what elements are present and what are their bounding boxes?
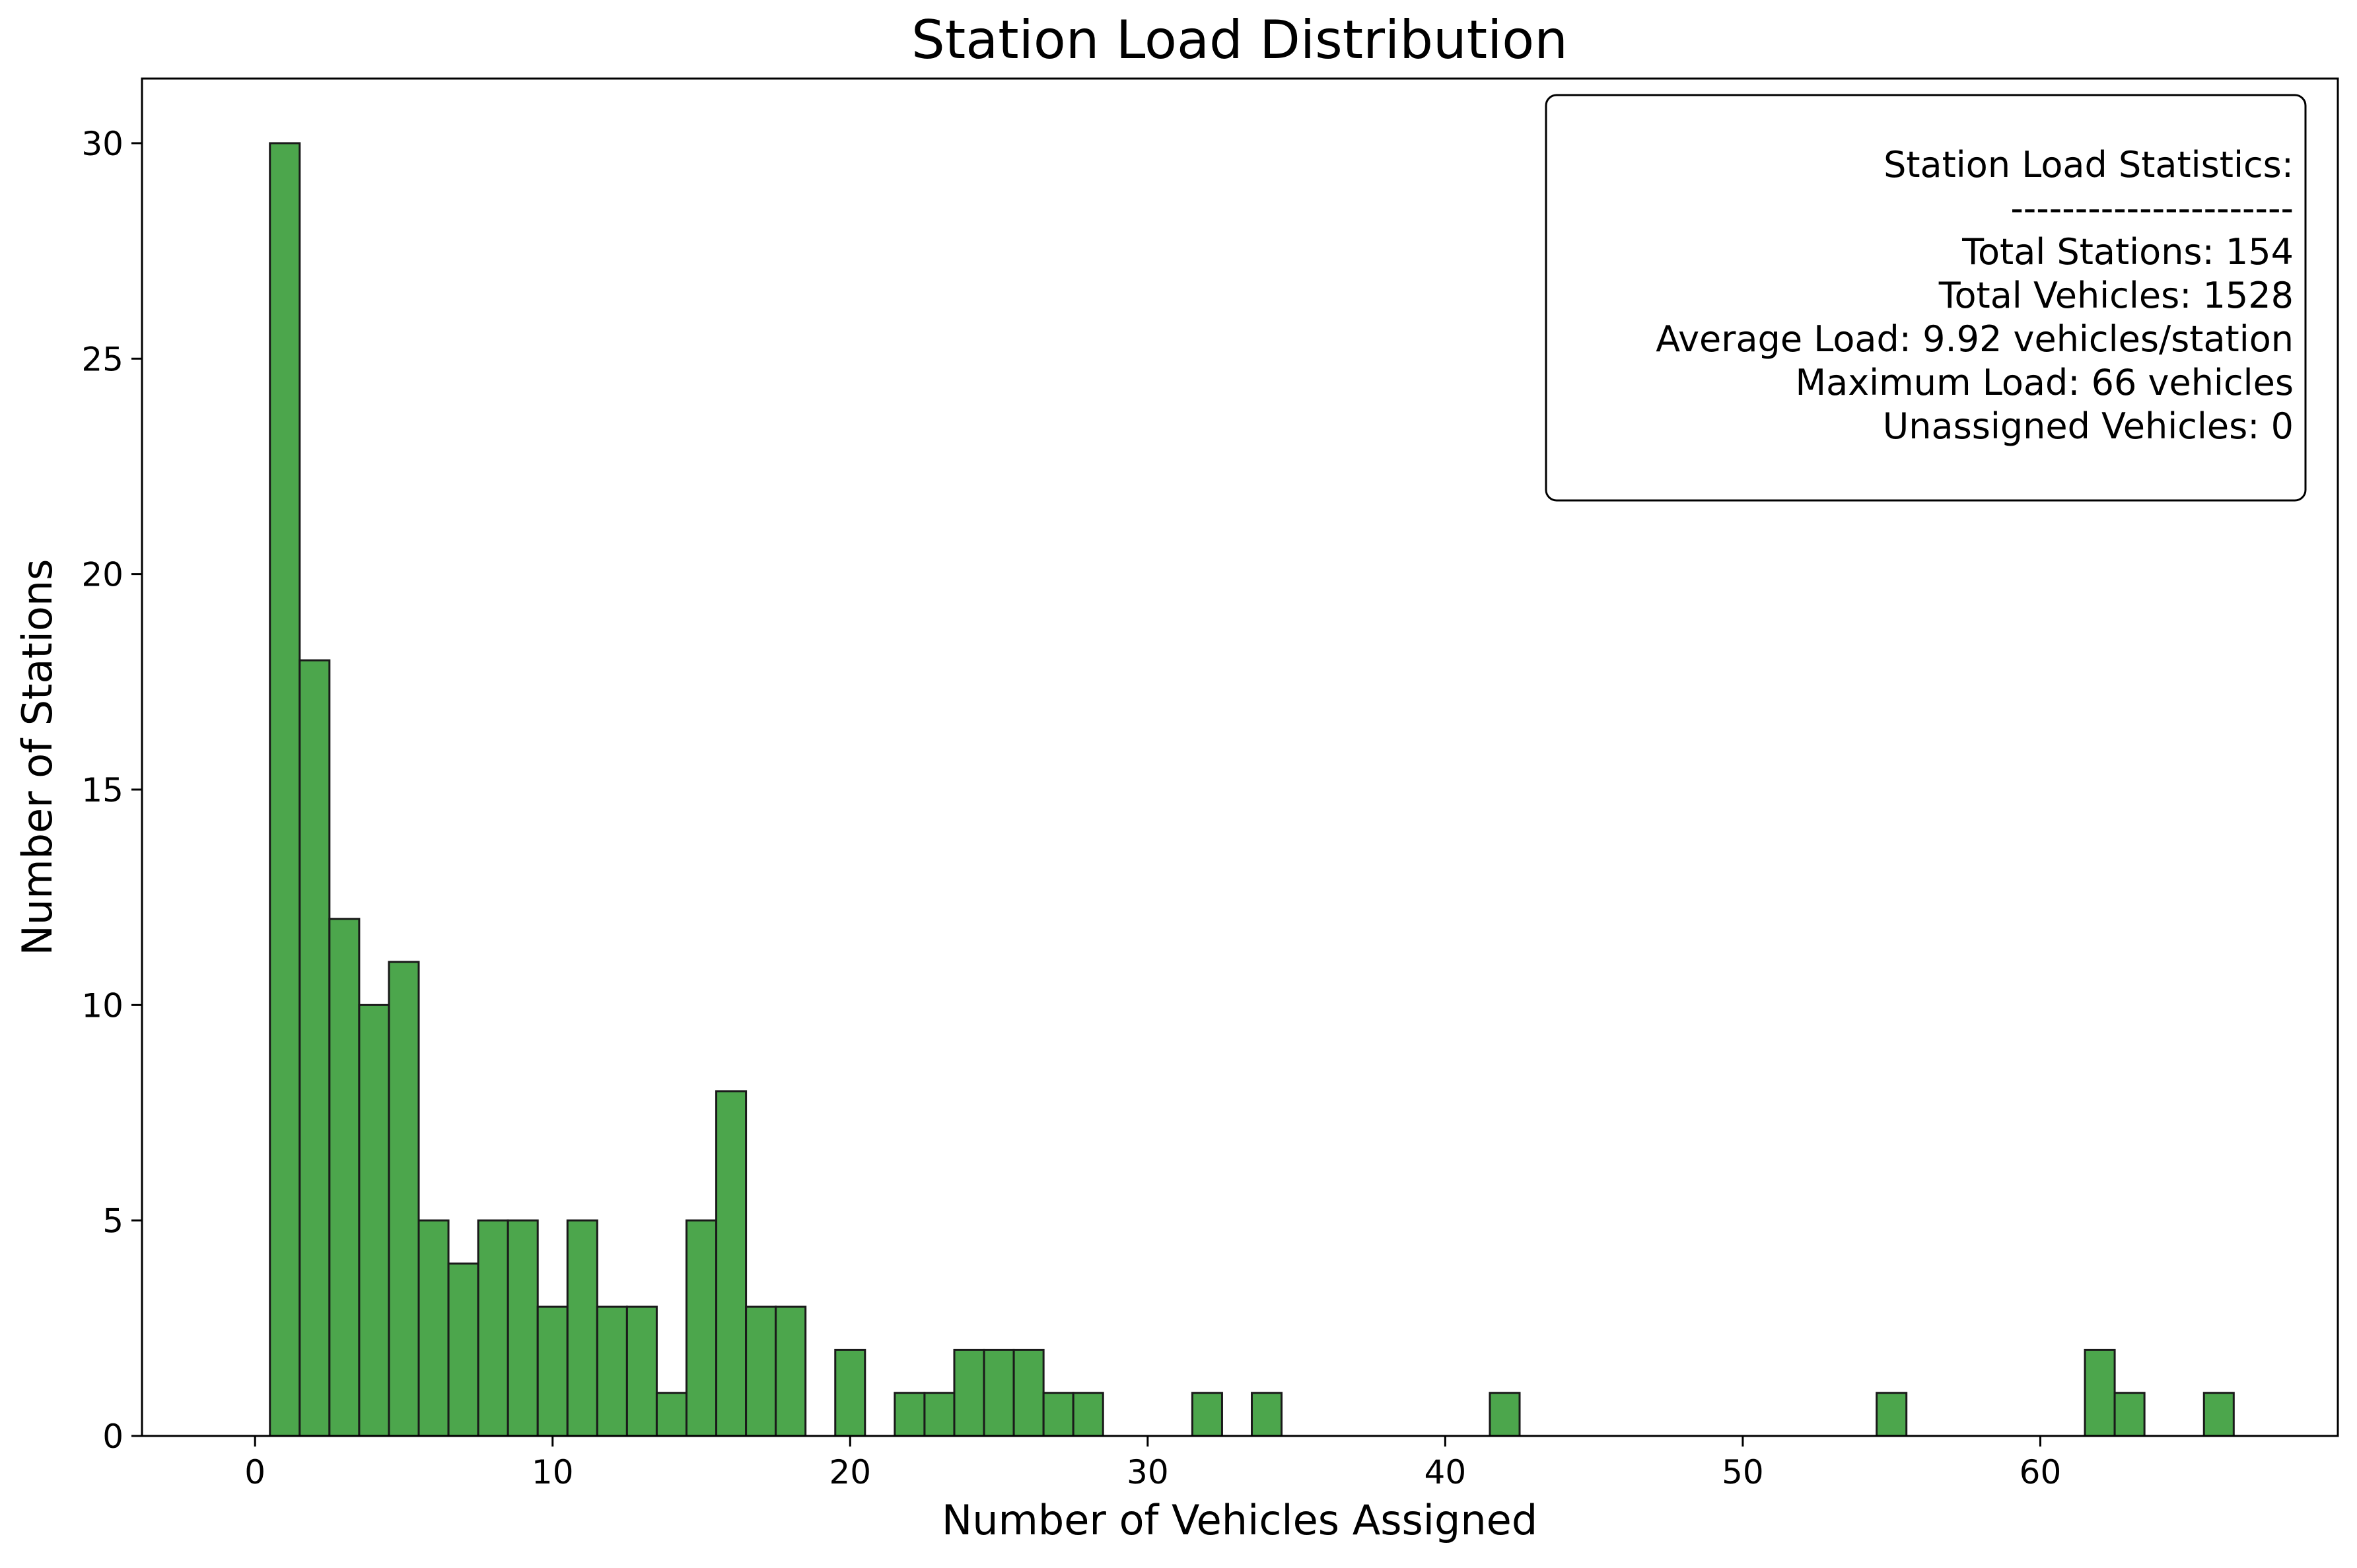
histogram-bar [2202, 1392, 2235, 1437]
histogram-bar [715, 1090, 748, 1437]
histogram-bar [269, 142, 301, 1437]
histogram-bar [2084, 1348, 2116, 1437]
histogram-bar [388, 961, 420, 1437]
histogram-bar [417, 1219, 450, 1437]
stats-line-total-vehicles: Total Vehicles: 1528 [1938, 275, 2294, 316]
x-tick-label: 10 [532, 1453, 574, 1491]
chart-title: Station Load Distribution [911, 9, 1568, 71]
y-tick-label: 15 [81, 771, 123, 809]
y-tick-label: 5 [102, 1202, 123, 1241]
stats-box: Station Load Statistics: ---------------… [1545, 94, 2307, 502]
x-tick-label: 20 [829, 1453, 871, 1491]
histogram-bar [2113, 1392, 2146, 1437]
histogram-bar [1876, 1392, 1908, 1437]
y-axis-ticks: 0 5 10 15 20 25 30 [81, 125, 142, 1456]
histogram-bar [625, 1305, 658, 1437]
y-tick-label: 25 [81, 340, 123, 378]
histogram-bar [507, 1219, 539, 1437]
histogram-bar [894, 1392, 926, 1437]
stats-line-divider: ---------------------- [2010, 187, 2294, 229]
histogram-bar [655, 1392, 687, 1437]
stats-line-average-load: Average Load: 9.92 vehicles/station [1656, 318, 2294, 360]
histogram-bar [1012, 1348, 1045, 1437]
histogram-bar [983, 1348, 1015, 1437]
y-tick-label: 10 [81, 986, 123, 1025]
histogram-bar [299, 659, 331, 1437]
stats-line-maximum-load: Maximum Load: 66 vehicles [1796, 362, 2294, 403]
histogram-bar [536, 1305, 569, 1437]
x-tick-label: 0 [244, 1453, 265, 1491]
histogram-bar [566, 1219, 598, 1437]
histogram-bar [1489, 1392, 1521, 1437]
x-axis-ticks: 0 10 20 30 40 50 60 [244, 1436, 2061, 1491]
x-tick-label: 40 [1425, 1453, 1467, 1491]
histogram-bar [477, 1219, 509, 1437]
stats-line-total-stations: Total Stations: 154 [1961, 231, 2294, 273]
y-tick-label: 0 [102, 1417, 123, 1456]
histogram-bar [953, 1348, 985, 1437]
histogram-bar [745, 1305, 777, 1437]
histogram-bar [596, 1305, 628, 1437]
histogram-bar [1191, 1392, 1223, 1437]
histogram-bar [1251, 1392, 1283, 1437]
histogram-bar [834, 1348, 866, 1437]
plot-frame [141, 77, 2339, 1437]
stats-box-frame [1545, 94, 2307, 502]
histogram-bar [685, 1219, 718, 1437]
histogram-bar [358, 1004, 390, 1437]
histogram-bar [775, 1305, 807, 1437]
histogram-bar [923, 1392, 956, 1437]
histogram-bar [1042, 1392, 1074, 1437]
stats-line-unassigned: Unassigned Vehicles: 0 [1883, 405, 2294, 447]
stats-line-heading: Station Load Statistics: [1883, 144, 2294, 186]
histogram-bar [447, 1262, 479, 1437]
x-tick-label: 50 [1722, 1453, 1764, 1491]
y-tick-label: 30 [81, 125, 123, 163]
y-tick-label: 20 [81, 556, 123, 594]
x-axis-label: Number of Vehicles Assigned [942, 1496, 1537, 1544]
histogram-bar [1072, 1392, 1104, 1437]
y-axis-label: Number of Stations [13, 559, 61, 956]
x-tick-label: 60 [2020, 1453, 2062, 1491]
histogram-bar [328, 918, 361, 1437]
x-tick-label: 30 [1127, 1453, 1169, 1491]
